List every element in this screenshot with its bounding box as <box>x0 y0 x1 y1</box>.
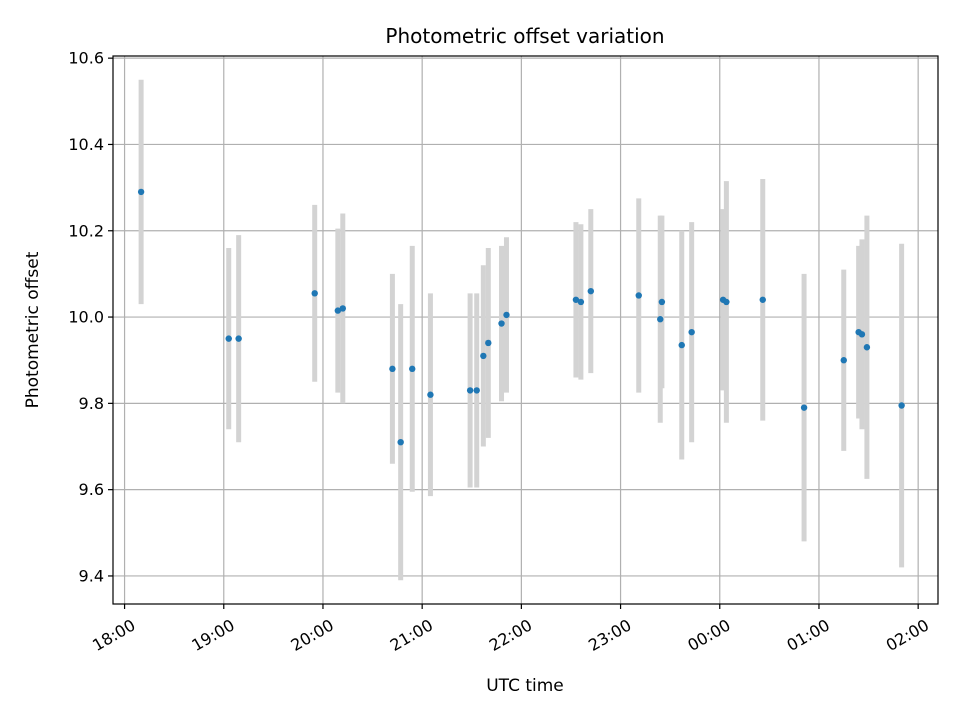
y-tick-label: 10.4 <box>68 135 104 154</box>
data-point <box>657 316 664 323</box>
data-point <box>577 298 585 306</box>
y-tick-label: 9.8 <box>79 394 104 413</box>
data-point <box>235 335 242 342</box>
data-point <box>498 320 505 327</box>
data-point <box>397 438 404 446</box>
data-point <box>863 344 871 351</box>
data-point <box>759 296 766 303</box>
data-point <box>473 387 480 394</box>
data-point <box>898 402 905 409</box>
data-point <box>485 339 492 347</box>
data-points <box>137 188 905 446</box>
data-point <box>800 404 808 411</box>
y-axis-label: Photometric offset <box>23 251 43 408</box>
y-tick-label: 10.6 <box>68 49 104 68</box>
y-tick-label: 9.6 <box>79 480 104 499</box>
data-point <box>409 365 416 373</box>
grid <box>113 56 938 604</box>
data-point <box>688 328 695 336</box>
chart-title: Photometric offset variation <box>385 24 664 48</box>
x-axis-label: UTC time <box>486 676 564 696</box>
data-point <box>678 341 685 349</box>
data-point <box>840 357 847 364</box>
data-point <box>334 307 342 314</box>
data-point <box>389 365 396 373</box>
data-point <box>503 311 510 319</box>
data-point <box>480 352 487 360</box>
data-point <box>658 298 666 306</box>
y-tick-label: 10.0 <box>68 308 104 327</box>
data-point <box>339 305 347 312</box>
data-point <box>225 335 232 342</box>
data-point <box>427 391 434 398</box>
data-point <box>635 292 642 299</box>
data-point <box>587 287 595 295</box>
y-tick-label: 10.2 <box>68 221 104 240</box>
data-point <box>572 296 580 303</box>
data-point <box>723 298 730 306</box>
plot-frame <box>112 55 939 605</box>
data-point <box>137 188 145 196</box>
data-point <box>858 331 866 338</box>
y-tick-label: 9.4 <box>79 566 104 585</box>
data-point <box>311 290 318 297</box>
data-point <box>466 387 474 394</box>
